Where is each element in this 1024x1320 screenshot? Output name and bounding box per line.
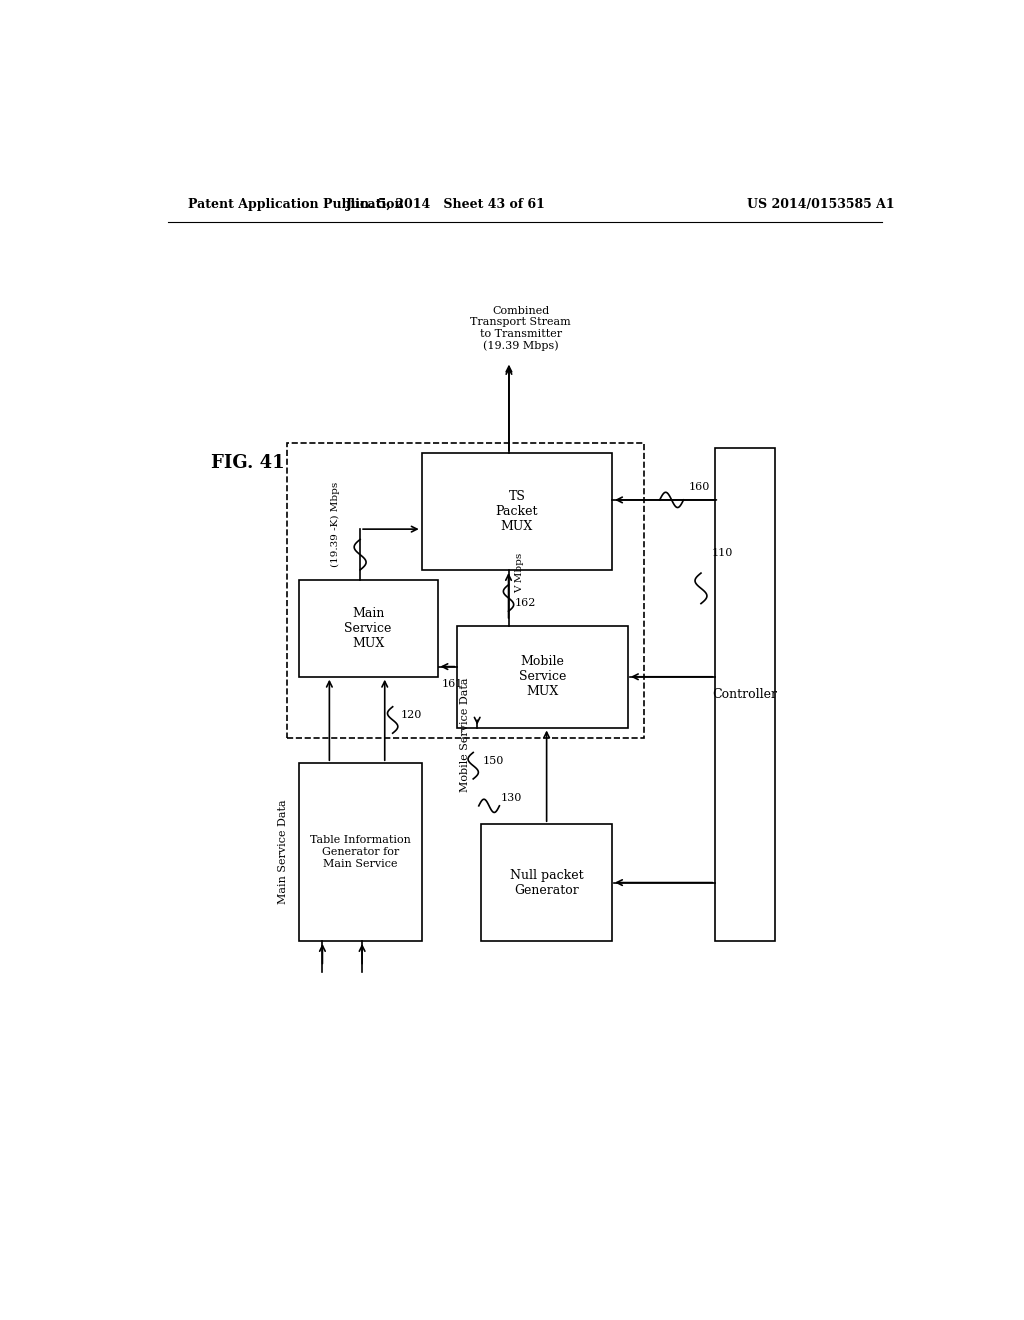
Text: Table Information
Generator for
Main Service: Table Information Generator for Main Ser… xyxy=(309,836,411,869)
Text: Mobile
Service
MUX: Mobile Service MUX xyxy=(519,655,566,698)
Text: V Mbps: V Mbps xyxy=(515,553,524,593)
Text: Mobile Service Data: Mobile Service Data xyxy=(460,678,470,792)
Bar xyxy=(299,581,437,677)
Text: (19.39 -K) Mbps: (19.39 -K) Mbps xyxy=(331,482,340,566)
Bar xyxy=(422,453,612,570)
Text: US 2014/0153585 A1: US 2014/0153585 A1 xyxy=(748,198,895,211)
Text: Patent Application Publication: Patent Application Publication xyxy=(187,198,403,211)
Text: Null packet
Generator: Null packet Generator xyxy=(510,869,584,896)
Text: 110: 110 xyxy=(712,548,732,558)
Text: Main
Service
MUX: Main Service MUX xyxy=(344,607,392,649)
Bar xyxy=(299,763,422,941)
Text: TS
Packet
MUX: TS Packet MUX xyxy=(496,490,539,533)
Text: 160: 160 xyxy=(689,482,711,492)
Text: 162: 162 xyxy=(515,598,537,609)
Bar xyxy=(715,447,775,941)
Text: FIG. 41: FIG. 41 xyxy=(211,454,285,473)
Bar xyxy=(287,444,644,738)
Bar xyxy=(481,824,612,941)
Text: 150: 150 xyxy=(482,755,504,766)
Text: Controller: Controller xyxy=(713,688,777,701)
Text: Main Service Data: Main Service Data xyxy=(278,800,288,904)
Text: Jun. 5, 2014   Sheet 43 of 61: Jun. 5, 2014 Sheet 43 of 61 xyxy=(345,198,546,211)
Text: 120: 120 xyxy=(400,710,422,719)
Text: 130: 130 xyxy=(501,793,522,803)
Text: Combined
Transport Stream
to Transmitter
(19.39 Mbps): Combined Transport Stream to Transmitter… xyxy=(470,306,571,351)
Bar xyxy=(458,626,628,727)
Text: 161: 161 xyxy=(441,678,463,689)
